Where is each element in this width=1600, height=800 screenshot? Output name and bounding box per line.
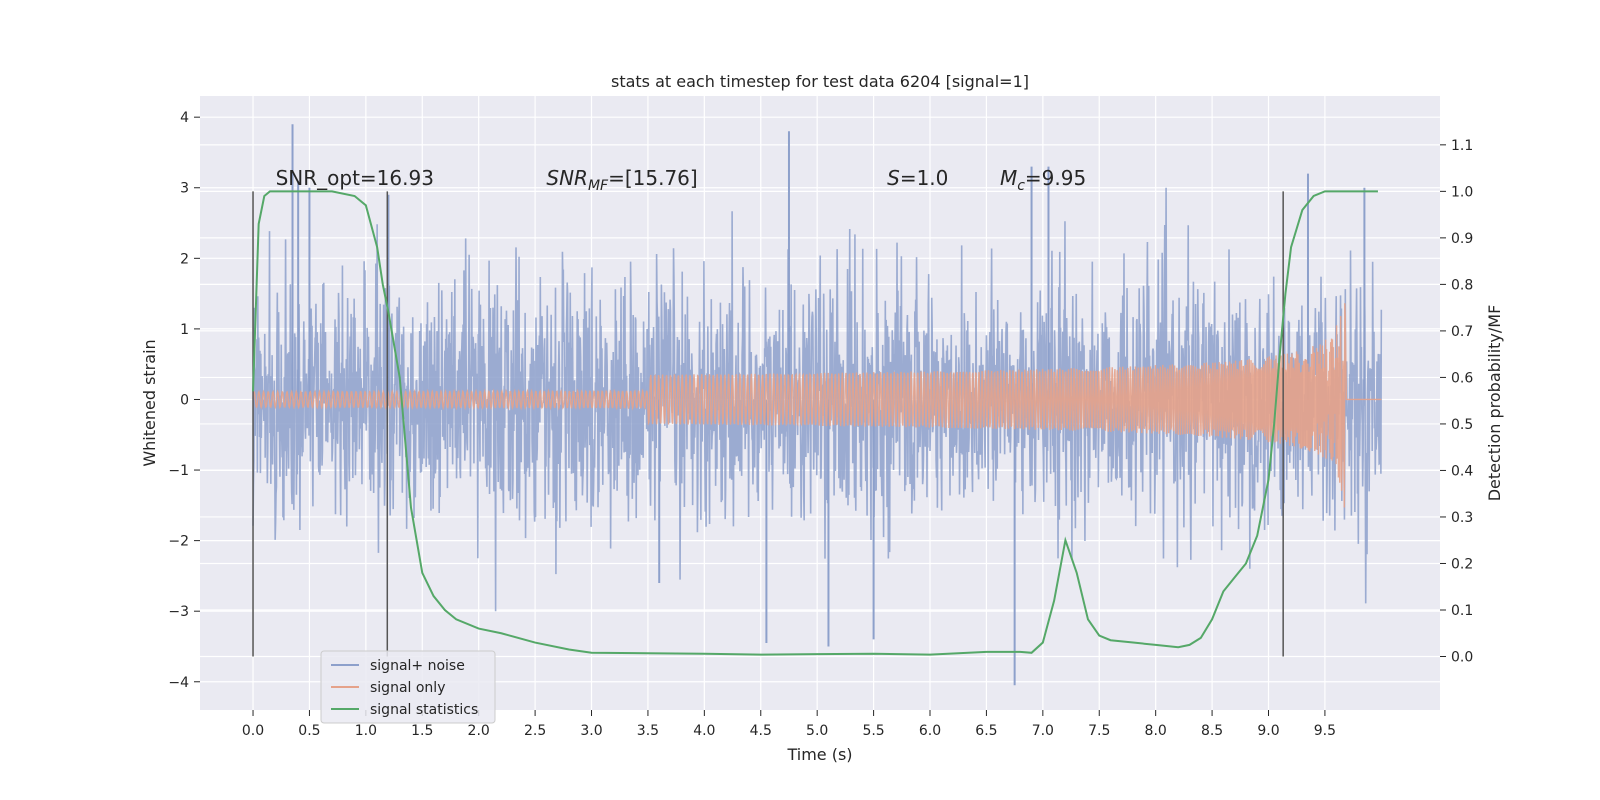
- y2-tick-label: 0.5: [1451, 417, 1473, 433]
- x-tick-label: 8.0: [1145, 723, 1167, 739]
- y-tick-label: −4: [168, 675, 189, 691]
- y2-tick-label: 0.6: [1451, 370, 1473, 386]
- x-tick-label: 1.5: [411, 723, 433, 739]
- legend: signal+ noise signal only signal statist…: [320, 650, 496, 724]
- x-tick-label: 3.5: [637, 723, 659, 739]
- y2-tick-label: 1.1: [1451, 138, 1473, 154]
- legend-label-signal-statistics: signal statistics: [370, 702, 478, 718]
- y-axis-label: Whitened strain: [140, 339, 159, 466]
- legend-box: [320, 650, 496, 724]
- annotation-label: S=1.0: [887, 166, 948, 190]
- y-tick-label: −1: [168, 463, 189, 479]
- y-tick-label: 0: [180, 392, 189, 408]
- chirp-trace: [252, 303, 1382, 508]
- x-tick-label: 2.5: [524, 723, 546, 739]
- series-signal-plus-noise: [252, 124, 1383, 686]
- y2-tick-label: 0.8: [1451, 277, 1473, 293]
- x-tick-label: 6.0: [919, 723, 941, 739]
- noise-trace: [252, 187, 1383, 612]
- x-tick-label: 4.0: [693, 723, 715, 739]
- vertical-markers: [252, 191, 1284, 657]
- legend-label-signal-only: signal only: [370, 680, 445, 696]
- y2-tick-label: 1.0: [1451, 184, 1473, 200]
- y2-tick-label: 0.4: [1451, 463, 1473, 479]
- legend-label-signal-plus-noise: signal+ noise: [370, 658, 465, 674]
- y-tick-label: 3: [180, 181, 189, 197]
- x-tick-label: 9.0: [1257, 723, 1279, 739]
- x-tick-label: 7.0: [1032, 723, 1054, 739]
- series-signal-only: [252, 303, 1382, 508]
- annotation-label: SNRMF=[15.76]: [546, 166, 697, 194]
- x-tick-label: 5.0: [806, 723, 828, 739]
- y2-axis-label: Detection probability/MF: [1485, 305, 1504, 502]
- annotation-label: SNR_opt=16.93: [276, 166, 434, 190]
- x-axis-ticks: 0.0 0.5 1.0 1.5 2.0 2.5 3.0 3.5 4.0 4.5 5.0 5.5 6.0 6…: [242, 710, 1336, 739]
- x-axis-label: Time (s): [786, 745, 852, 764]
- x-tick-label: 2.0: [468, 723, 490, 739]
- x-tick-label: 4.5: [750, 723, 772, 739]
- y2-axis-ticks: 0.0 0.1 0.2 0.3 0.4 0.5 0.6 0.7 0.8 0.9 1.0 1.1: [1440, 138, 1473, 666]
- y-axis-ticks: −4 −3 −2 −1 0 1 2 3 4: [168, 110, 200, 691]
- x-tick-label: 0.5: [298, 723, 320, 739]
- x-tick-label: 0.0: [242, 723, 264, 739]
- y2-tick-label: 0.3: [1451, 510, 1473, 526]
- y2-tick-label: 0.9: [1451, 231, 1473, 247]
- x-tick-label: 8.5: [1201, 723, 1223, 739]
- annotation-label: Mc=9.95: [1000, 166, 1086, 194]
- x-tick-label: 1.0: [355, 723, 377, 739]
- x-tick-label: 5.5: [862, 723, 884, 739]
- x-tick-label: 9.5: [1314, 723, 1336, 739]
- chart-title: stats at each timestep for test data 620…: [611, 72, 1029, 91]
- series-signal-statistics: [252, 190, 1378, 656]
- y2-tick-label: 0.0: [1451, 650, 1473, 666]
- annotations: SNR_opt=16.93 SNRMF=[15.76] S=1.0 Mc=9.95: [276, 166, 1087, 194]
- y-tick-label: 1: [180, 322, 189, 338]
- y2-tick-label: 0.2: [1451, 556, 1473, 572]
- x-tick-label: 6.5: [975, 723, 997, 739]
- y-tick-label: −3: [168, 604, 189, 620]
- y-tick-label: 4: [180, 110, 189, 126]
- x-tick-label: 7.5: [1088, 723, 1110, 739]
- y2-tick-label: 0.7: [1451, 324, 1473, 340]
- y2-tick-label: 0.1: [1451, 603, 1473, 619]
- x-tick-label: 3.0: [580, 723, 602, 739]
- y-tick-label: −2: [168, 534, 189, 550]
- statistics-trace: [252, 190, 1378, 656]
- y-tick-label: 2: [180, 251, 189, 267]
